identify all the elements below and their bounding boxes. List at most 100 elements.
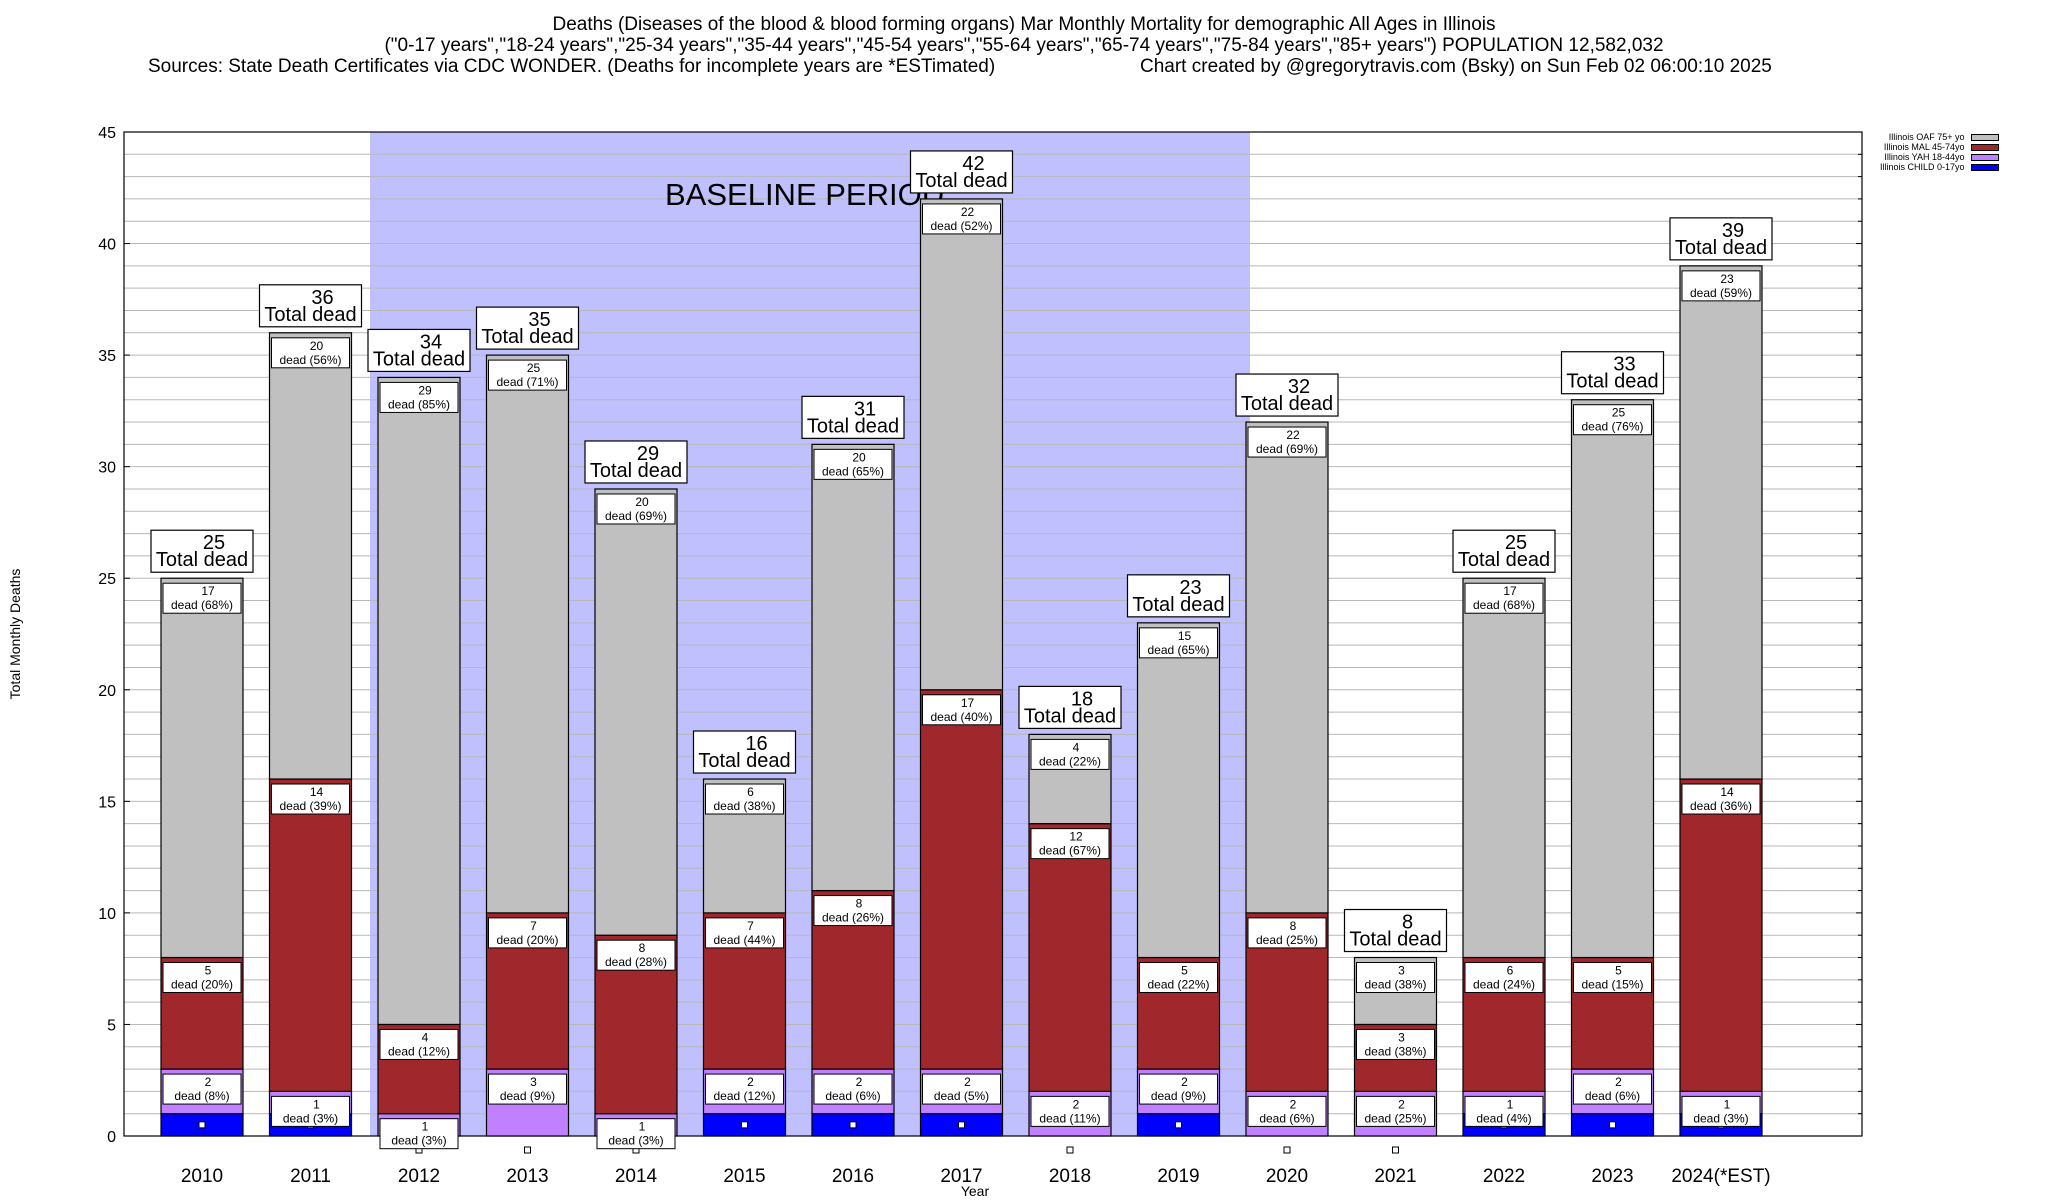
- x-tick-label: 2016: [832, 1166, 874, 1187]
- total-label-value: 18: [1071, 688, 1093, 710]
- segment-label-pct: dead (9%): [1151, 1089, 1206, 1103]
- legend-swatch: [1970, 143, 1999, 151]
- segment-label-count: 20: [635, 495, 649, 509]
- segment-label-box: [379, 1028, 459, 1060]
- segment-label-count: 4: [1073, 740, 1080, 754]
- segment-label-pct: dead (20%): [496, 933, 558, 947]
- segment-label-box: [1030, 828, 1110, 860]
- legend-label: Illinois OAF 75+ yo: [1888, 132, 1965, 142]
- segment-label-box: [1139, 627, 1218, 659]
- segment-label-count: 7: [530, 919, 537, 933]
- segment-label-box: [596, 939, 676, 971]
- child-marker: [1392, 1146, 1399, 1154]
- segment-label-box: [1356, 1095, 1435, 1127]
- segment-label-box: [162, 1073, 242, 1105]
- total-label-box: [475, 306, 580, 350]
- child-marker: [958, 1121, 965, 1129]
- segment-label-box: [379, 1118, 459, 1150]
- segment-label-pct: dead (38%): [1364, 978, 1426, 992]
- segment-label-pct: dead (6%): [1585, 1089, 1640, 1103]
- segment-label-box: [488, 917, 567, 949]
- segment-label-count: 17: [961, 696, 975, 710]
- segment-label-pct: dead (25%): [1256, 933, 1318, 947]
- segment-label-count: 22: [1286, 428, 1300, 442]
- bar-segment-oaf: [1245, 421, 1329, 914]
- segment-label-count: 25: [527, 361, 541, 375]
- segment-label-box: [162, 962, 242, 994]
- child-marker: [1283, 1146, 1291, 1154]
- segment-label-box: [705, 783, 784, 815]
- segment-label-pct: dead (39%): [279, 799, 341, 813]
- y-tick-label: 20: [98, 683, 116, 700]
- total-label-text: Total dead: [373, 348, 465, 370]
- segment-label-pct: dead (5%): [934, 1089, 989, 1103]
- segment-label-pct: dead (15%): [1581, 978, 1643, 992]
- segment-label-count: 5: [1615, 964, 1622, 978]
- segment-label-count: 22: [961, 205, 975, 219]
- total-label-box: [1126, 574, 1231, 618]
- total-label-box: [1235, 373, 1339, 417]
- segment-label-count: 2: [205, 1075, 212, 1089]
- total-label-text: Total dead: [1349, 929, 1441, 951]
- segment-label-pct: dead (11%): [1039, 1111, 1100, 1125]
- legend-item: Illinois YAH 18-44yo: [1880, 152, 1999, 162]
- segment-label-count: 14: [310, 785, 324, 799]
- segment-label-box: [1681, 1095, 1761, 1127]
- segment-label-box: [922, 203, 1001, 235]
- bar-segment-oaf: [1570, 399, 1655, 959]
- segment-label-count: 2: [1290, 1097, 1297, 1111]
- segment-label-box: [813, 448, 893, 480]
- segment-label-pct: dead (4%): [1476, 1111, 1531, 1125]
- x-tick-label: 2021: [1374, 1166, 1416, 1187]
- segment-label-box: [271, 1095, 350, 1127]
- segment-label-count: 2: [747, 1075, 754, 1089]
- bar-segment-mal: [1028, 823, 1112, 1092]
- segment-label-pct: dead (9%): [500, 1089, 555, 1103]
- segment-label-box: [1030, 738, 1110, 770]
- legend-label: Illinois YAH 18-44yo: [1884, 152, 1965, 162]
- x-tick-label: 2015: [723, 1166, 765, 1187]
- segment-label-box: [705, 917, 784, 949]
- child-marker: [1066, 1146, 1074, 1154]
- bar-segment-oaf: [919, 198, 1004, 691]
- child-marker: [198, 1121, 206, 1129]
- total-label-box: [258, 284, 363, 328]
- x-tick-label: 2017: [940, 1166, 982, 1187]
- segment-label-box: [1139, 1073, 1218, 1105]
- total-label-box: [692, 730, 797, 774]
- segment-label-box: [1030, 1095, 1110, 1127]
- child-marker: [849, 1121, 857, 1129]
- total-label-text: Total dead: [590, 460, 682, 482]
- segment-label-box: [379, 381, 459, 413]
- y-tick-label: 40: [98, 237, 116, 254]
- total-label-text: Total dead: [264, 304, 356, 326]
- segment-label-count: 25: [1612, 406, 1626, 420]
- total-label-box: [367, 328, 471, 373]
- segment-label-pct: dead (76%): [1581, 420, 1643, 434]
- segment-label-box: [1464, 582, 1544, 614]
- total-label-box: [909, 150, 1014, 194]
- segment-label-box: [1573, 404, 1652, 436]
- bar-segment-oaf: [811, 443, 895, 892]
- legend-swatch: [1970, 133, 1999, 141]
- segment-label-box: [1573, 1073, 1652, 1105]
- segment-label-count: 8: [1290, 919, 1297, 933]
- y-tick-label: 10: [98, 906, 116, 923]
- segment-label-count: 14: [1720, 785, 1734, 799]
- legend-swatch: [1970, 163, 1999, 171]
- segment-label-pct: dead (22%): [1039, 754, 1101, 768]
- segment-label-box: [1464, 1095, 1544, 1127]
- bar-segment-oaf: [594, 488, 678, 936]
- segment-label-count: 1: [422, 1120, 429, 1134]
- chart-header: Deaths (Diseases of the blood & blood fo…: [0, 14, 2048, 77]
- segment-label-box: [813, 895, 893, 927]
- segment-label-count: 1: [1507, 1097, 1514, 1111]
- segment-label-count: 2: [964, 1075, 971, 1089]
- total-label-box: [1452, 529, 1556, 573]
- x-tick-label: 2011: [290, 1166, 331, 1187]
- total-label-value: 33: [1613, 354, 1635, 376]
- segment-label-count: 6: [747, 785, 754, 799]
- segment-label-box: [1247, 426, 1327, 458]
- bar-segment-oaf: [377, 376, 461, 1026]
- total-label-text: Total dead: [1024, 705, 1116, 727]
